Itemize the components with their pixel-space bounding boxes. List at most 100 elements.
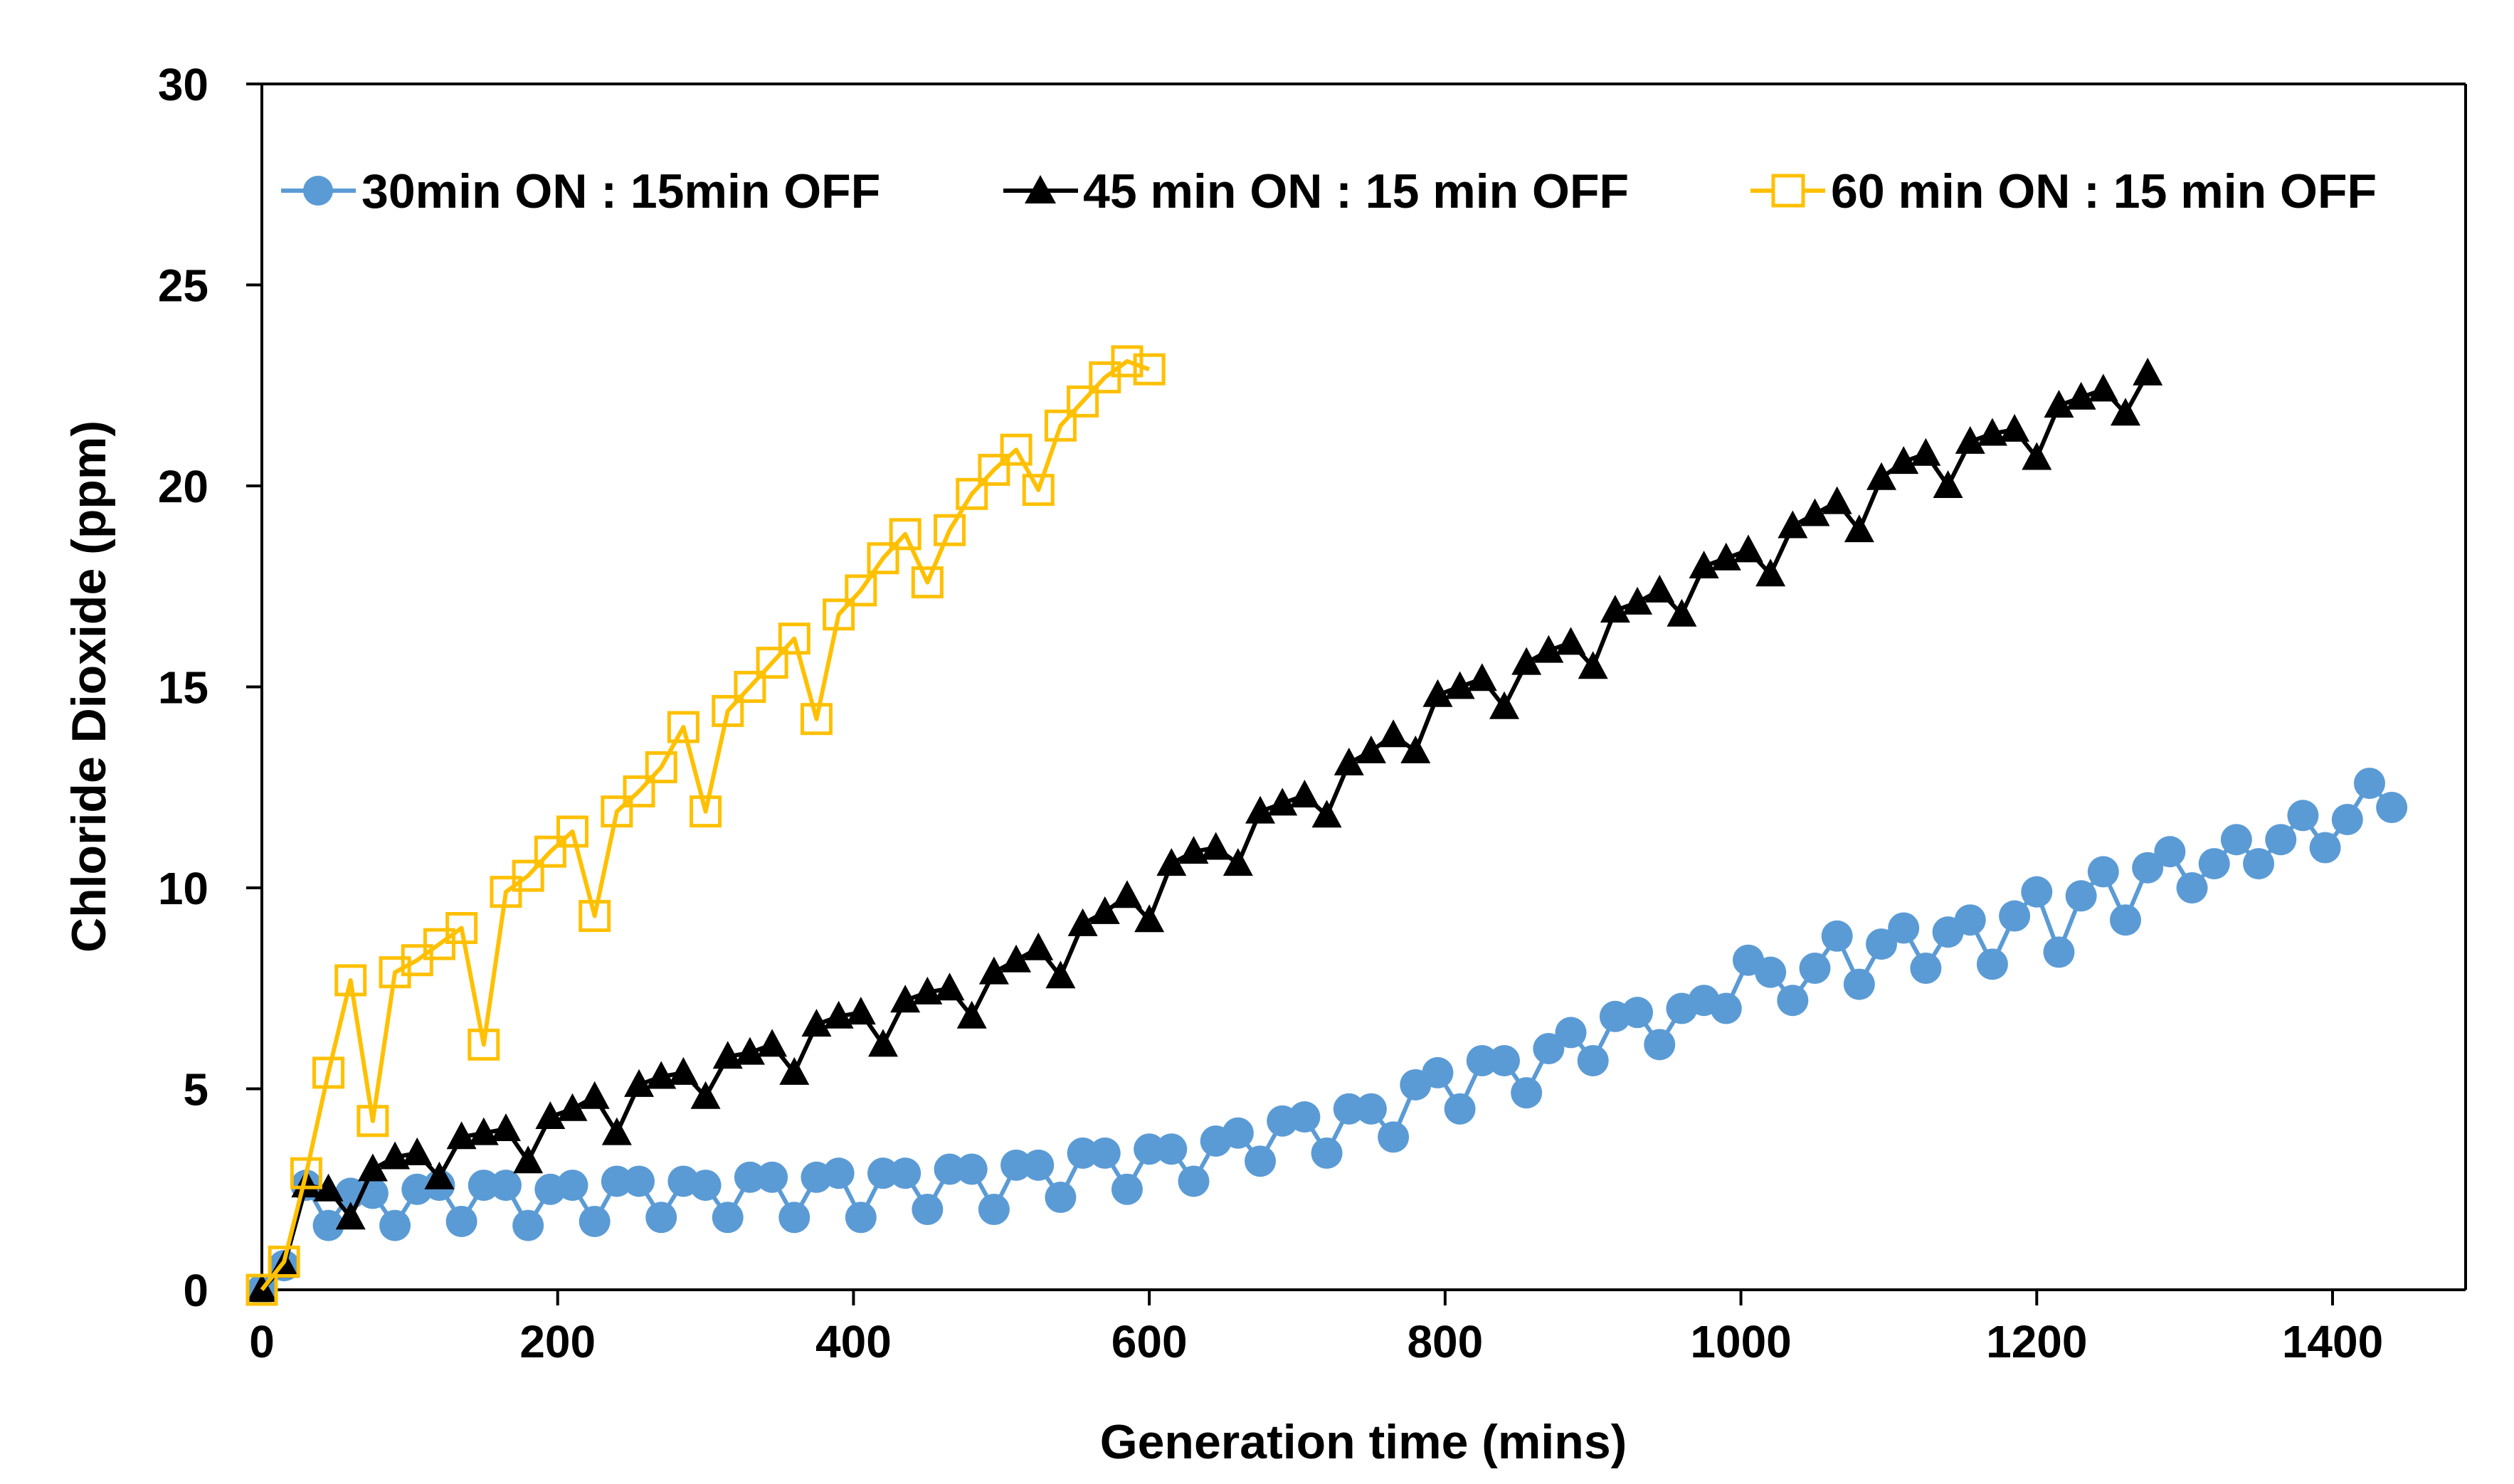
data-point-circle bbox=[778, 1202, 810, 1234]
data-point-triangle bbox=[1511, 647, 1542, 675]
data-point-square bbox=[778, 622, 810, 655]
data-point-circle bbox=[934, 1153, 966, 1185]
data-point-circle bbox=[1466, 1044, 1498, 1076]
data-point-circle bbox=[1976, 948, 2008, 980]
data-point-square bbox=[667, 711, 699, 743]
data-point-circle bbox=[1156, 1133, 1188, 1165]
data-point-triangle bbox=[690, 1081, 721, 1109]
data-point-square bbox=[889, 518, 921, 551]
data-point-triangle bbox=[380, 1141, 411, 1170]
legend-marker-square-icon bbox=[1771, 174, 1805, 208]
data-point-circle bbox=[2309, 832, 2341, 864]
data-point-square bbox=[1133, 353, 1166, 386]
data-point-triangle bbox=[868, 1029, 898, 1057]
data-point-triangle bbox=[1111, 880, 1142, 908]
data-point-square bbox=[978, 453, 1010, 486]
data-point-triangle bbox=[1711, 542, 1741, 571]
legend-entry-45min: 45 min ON : 15 min OFF bbox=[1003, 164, 1629, 218]
data-point-triangle bbox=[801, 1009, 832, 1037]
data-point-square bbox=[823, 598, 855, 631]
data-point-square bbox=[1111, 345, 1144, 378]
data-point-circle bbox=[2110, 904, 2141, 936]
data-point-circle bbox=[734, 1161, 766, 1193]
data-point-circle bbox=[1422, 1056, 1454, 1088]
data-point-triangle bbox=[446, 1121, 477, 1150]
data-point-triangle bbox=[779, 1056, 810, 1085]
data-point-square bbox=[1089, 361, 1121, 393]
legend: 30min ON : 15min OFF 45 min ON : 15 min … bbox=[281, 164, 2377, 218]
data-point-circle bbox=[556, 1170, 588, 1202]
data-point-triangle bbox=[1245, 795, 1276, 824]
data-point-triangle bbox=[646, 1061, 677, 1089]
data-point-circle bbox=[1023, 1149, 1055, 1181]
data-point-circle bbox=[756, 1161, 788, 1193]
data-point-circle bbox=[1755, 956, 1787, 988]
data-point-triangle bbox=[890, 985, 921, 1013]
data-point-square bbox=[579, 900, 611, 933]
data-point-circle bbox=[1111, 1173, 1143, 1205]
data-point-triangle bbox=[1001, 944, 1032, 972]
data-point-circle bbox=[712, 1202, 744, 1234]
data-point-circle bbox=[1067, 1137, 1099, 1169]
data-point-square bbox=[379, 956, 411, 989]
data-point-triangle bbox=[468, 1117, 499, 1145]
data-point-circle bbox=[2331, 803, 2363, 835]
data-point-triangle bbox=[2022, 442, 2052, 470]
data-point-circle bbox=[645, 1202, 677, 1234]
data-point-circle bbox=[2220, 824, 2252, 856]
data-point-triangle bbox=[2066, 381, 2096, 410]
data-point-triangle bbox=[1667, 598, 1697, 627]
data-point-circle bbox=[1134, 1133, 1166, 1165]
legend-marker-circle-icon bbox=[303, 176, 333, 206]
data-point-triangle bbox=[1844, 514, 1874, 543]
data-point-triangle bbox=[313, 1173, 344, 1202]
legend-entry-60min: 60 min ON : 15 min OFF bbox=[1750, 164, 2377, 218]
data-point-square bbox=[312, 1056, 345, 1089]
data-point-triangle bbox=[1733, 534, 1763, 563]
y-tick-label: 0 bbox=[183, 1265, 208, 1316]
data-point-square bbox=[556, 815, 588, 848]
data-point-square bbox=[468, 1028, 500, 1061]
data-point-circle bbox=[2265, 824, 2297, 856]
data-point-triangle bbox=[1178, 836, 1209, 864]
x-tick-label: 800 bbox=[1407, 1316, 1483, 1367]
data-point-triangle bbox=[513, 1145, 544, 1174]
data-point-square bbox=[800, 703, 833, 736]
data-point-triangle bbox=[424, 1161, 455, 1189]
data-point-triangle bbox=[579, 1081, 610, 1109]
data-point-circle bbox=[1311, 1137, 1343, 1169]
data-point-circle bbox=[2087, 856, 2119, 888]
data-point-square bbox=[445, 912, 478, 944]
data-point-triangle bbox=[1911, 438, 1941, 466]
data-point-circle bbox=[2198, 848, 2230, 880]
data-point-square bbox=[712, 694, 744, 727]
data-point-square bbox=[1067, 385, 1099, 418]
data-point-circle bbox=[1888, 912, 1920, 944]
data-point-triangle bbox=[1866, 462, 1897, 490]
data-point-circle bbox=[1954, 904, 1986, 936]
series-square bbox=[245, 345, 1166, 1306]
x-tick-label: 0 bbox=[249, 1316, 275, 1367]
data-point-triangle bbox=[845, 997, 876, 1025]
data-point-triangle bbox=[1689, 551, 1719, 578]
data-point-triangle bbox=[823, 1000, 854, 1029]
series-line bbox=[260, 372, 2150, 1292]
data-point-square bbox=[290, 1157, 322, 1189]
data-point-circle bbox=[2154, 836, 2186, 868]
data-point-circle bbox=[1000, 1149, 1032, 1181]
data-point-triangle bbox=[1644, 574, 1675, 603]
data-point-triangle bbox=[1578, 651, 1608, 679]
legend-marker-triangle-icon bbox=[1025, 175, 1056, 203]
data-point-circle bbox=[1555, 1017, 1587, 1049]
data-point-triangle bbox=[1089, 896, 1120, 924]
data-point-triangle bbox=[1955, 425, 1985, 454]
data-point-triangle bbox=[1156, 848, 1187, 876]
data-point-circle bbox=[623, 1165, 655, 1197]
data-point-triangle bbox=[712, 1041, 743, 1069]
x-tick-label: 1200 bbox=[1986, 1316, 2087, 1367]
data-point-circle bbox=[1577, 1044, 1609, 1076]
data-point-circle bbox=[823, 1157, 855, 1189]
data-point-circle bbox=[445, 1205, 477, 1237]
data-point-triangle bbox=[601, 1117, 632, 1145]
